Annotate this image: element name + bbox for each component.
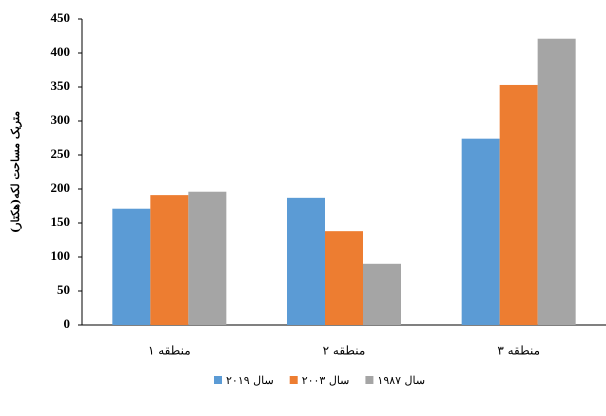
y-tick-label: 400: [51, 44, 71, 59]
legend-swatch: [214, 376, 222, 384]
y-tick-label: 300: [51, 112, 71, 127]
bar: [112, 209, 150, 325]
legend-swatch: [290, 376, 298, 384]
bar: [325, 231, 363, 325]
x-tick-label: منطقه ۱: [148, 344, 191, 358]
bar: [500, 85, 538, 325]
bar: [363, 264, 401, 325]
x-tick-label: منطقه ۲: [323, 344, 366, 358]
legend-label: سال ۲۰۰۳: [302, 374, 350, 387]
y-axis-title: متریک مساحت لکه(هکتار): [9, 111, 22, 233]
legend-label: سال ۱۹۸۷: [377, 374, 425, 387]
legend-label: سال ۲۰۱۹: [226, 374, 274, 387]
chart: متریک مساحت لکه(هکتار) 0 50 100 150 200 250 30…: [0, 0, 606, 412]
legend-swatch: [365, 376, 373, 384]
y-tick-label: 450: [51, 10, 71, 25]
bar: [538, 39, 576, 325]
y-tick-label: 150: [51, 214, 71, 229]
y-tick-label: 50: [57, 282, 70, 297]
x-tick-label: منطقه ۳: [497, 344, 540, 358]
bar: [462, 139, 500, 325]
y-tick-label: 200: [51, 180, 71, 195]
y-tick-label: 350: [51, 78, 71, 93]
bar: [188, 192, 226, 325]
y-tick-label: 250: [51, 146, 71, 161]
y-tick-label: 100: [51, 248, 71, 263]
bar: [287, 198, 325, 325]
y-tick-label: 0: [64, 316, 71, 331]
bar: [150, 195, 188, 325]
